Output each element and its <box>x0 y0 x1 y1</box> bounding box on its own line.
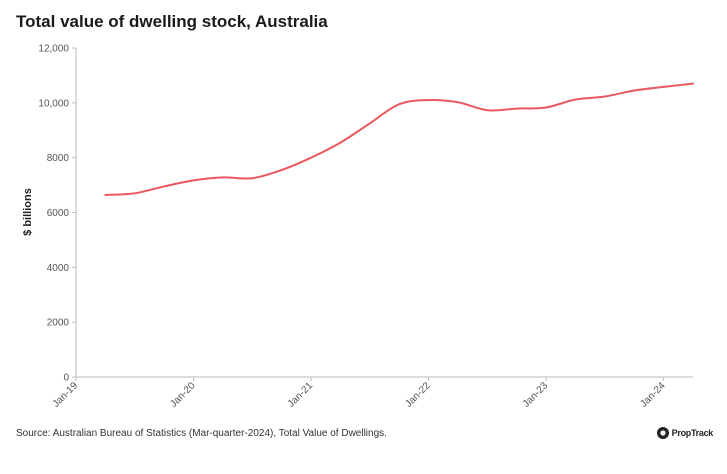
x-tick-label: Jan-22 <box>403 380 433 410</box>
y-tick-label: 8000 <box>47 153 70 164</box>
y-tick-label: 12,000 <box>38 44 69 55</box>
source-note: Source: Australian Bureau of Statistics … <box>16 428 387 439</box>
y-tick-label: 6000 <box>47 208 70 219</box>
x-tick-label: Jan-24 <box>638 380 668 410</box>
x-ticks: Jan-19 Jan-20 Jan-21 Jan-22 Jan-23 Jan-24 <box>51 377 668 410</box>
series-group <box>104 82 694 196</box>
brand: PropTrack <box>656 427 714 439</box>
y-tick-label: 4000 <box>47 263 70 274</box>
series-line <box>104 82 694 196</box>
x-tick-label: Jan-23 <box>521 380 551 410</box>
y-ticks: 0 2000 4000 6000 8000 10,000 12,000 <box>38 44 76 384</box>
chart-title: Total value of dwelling stock, Australia <box>16 12 328 31</box>
y-tick-label: 0 <box>63 373 69 384</box>
proptrack-logo-icon <box>656 427 669 439</box>
x-tick-label: Jan-19 <box>51 380 81 410</box>
brand-name: PropTrack <box>671 428 714 438</box>
y-tick-label: 2000 <box>47 318 70 329</box>
y-axis-label: $ billions <box>22 188 34 236</box>
x-tick-label: Jan-21 <box>286 380 316 410</box>
x-tick-label: Jan-20 <box>168 380 198 410</box>
y-tick-label: 10,000 <box>38 98 69 109</box>
